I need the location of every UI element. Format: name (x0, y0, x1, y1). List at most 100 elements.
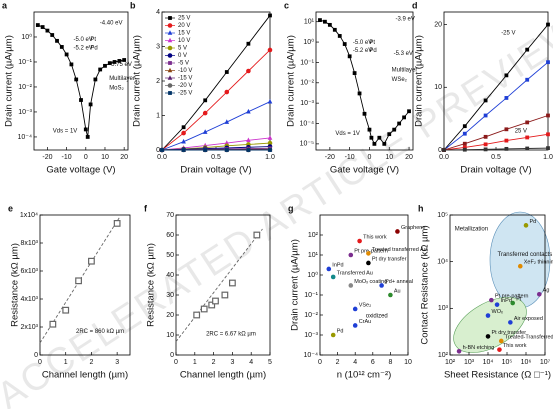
data-point (246, 108, 251, 114)
data-point (246, 68, 251, 74)
data-point (203, 98, 208, 103)
data-point (504, 146, 509, 151)
data-point (387, 132, 392, 137)
x-tick-label: 10² (445, 359, 456, 366)
point-label: Transferred Au (337, 270, 373, 276)
x-tick-label: 0.5 (491, 154, 501, 161)
annotation: Pt (90, 37, 96, 43)
point-label: Pd+ anneal (385, 279, 413, 285)
y-tick-label: 10⁵ (437, 212, 448, 219)
point-label: Pt pre-pattern (354, 248, 388, 254)
x-axis-label: Sheet Resistance (Ω □⁻¹) (444, 370, 551, 381)
point-label: This work (363, 234, 387, 240)
plot-frame (319, 214, 409, 356)
x-tick-label: 20 (405, 154, 413, 161)
panel: e 0 1 2 3 0 2x10³ 4x10³ 6x10³ 8x10³ 1x10⁴ Channel l… (8, 203, 131, 381)
data-point (246, 41, 251, 46)
data-point (85, 135, 90, 139)
data-point (122, 58, 127, 62)
x-tick-label: 20 (120, 154, 128, 161)
data-point (504, 138, 509, 143)
y-axis-label: Drain current (µA/µm) (286, 35, 297, 127)
data-point (462, 145, 467, 150)
point-label: XeF₂ thinning (524, 260, 553, 266)
annotation: -5.3 eV (394, 51, 413, 57)
data-point (212, 297, 219, 305)
x-tick-label: 6 (371, 359, 375, 366)
data-point (402, 115, 406, 120)
panel: c -20 -10 0 10 20 10⁻⁵ 10⁻⁴ 10⁻³ 10⁻² 10⁻¹ 10⁰ 10¹ Ga… (284, 0, 417, 175)
y-tick-label: 30 (166, 292, 174, 299)
plot-frame (315, 11, 414, 151)
data-point (79, 98, 83, 102)
y-axis-label: Drain current (µA/µm) (414, 35, 425, 127)
y-tick-label: 10⁻³ (304, 332, 318, 339)
y-tick-label: 10⁻² (300, 80, 314, 87)
data-point (327, 22, 332, 27)
y-tick-label: 10 (166, 332, 174, 339)
data-point (181, 148, 186, 152)
y-tick-label: 10¹ (308, 252, 319, 259)
annotation: -4.40 eV (100, 21, 123, 27)
annotation: Multilayer (392, 68, 418, 74)
data-point (546, 132, 550, 137)
data-point (536, 291, 542, 297)
x-tick-label: 10 (101, 154, 109, 161)
data-point (546, 113, 550, 118)
series-line (161, 49, 271, 151)
y-tick-label: 40 (166, 272, 174, 279)
panel-label: c (284, 0, 289, 10)
annotation: Transferred contacts (498, 252, 553, 258)
legend-label: 25 V (178, 16, 190, 22)
data-point (508, 320, 513, 325)
point-label: MoOₓ coating (354, 279, 387, 285)
y-tick-label: 0 (170, 352, 174, 359)
y-tick-label: 4 (156, 9, 160, 16)
data-point (504, 96, 509, 100)
y-tick-label: 1 (156, 112, 160, 119)
data-point (483, 98, 488, 103)
y-tick-label: 20 (434, 21, 442, 28)
data-point (462, 131, 467, 136)
data-point (40, 25, 45, 29)
data-point (352, 306, 358, 312)
data-point (462, 124, 467, 129)
panel-label: d (412, 0, 418, 10)
data-point (55, 38, 59, 43)
point-label: Pt dry transfer (372, 256, 407, 262)
x-tick-label: 5 (268, 359, 272, 366)
data-point (267, 98, 273, 104)
y-tick-label: 60 (166, 232, 174, 239)
legend-marker (167, 37, 173, 43)
y-tick-label: 10⁴ (437, 259, 448, 266)
legend-label: 20 V (178, 23, 190, 29)
y-tick-label: 50 (166, 252, 174, 259)
x-tick-label: 0.0 (439, 154, 449, 161)
data-point (181, 130, 186, 136)
x-axis-label: Channel length (µm) (180, 370, 266, 381)
y-tick-label: 3 (156, 43, 160, 50)
point-label: Pt pre-pattern (495, 294, 529, 300)
series-line (443, 133, 549, 151)
y-tick-label: 4x10³ (20, 296, 38, 303)
x-tick-label: 0.0 (157, 154, 167, 161)
point-label: h-BN etching (463, 345, 495, 351)
data-point (462, 147, 467, 152)
point-label: Pd (530, 219, 537, 225)
data-point (442, 148, 446, 152)
data-point (517, 263, 523, 269)
legend-label: -10 V (178, 68, 192, 74)
y-axis-label: Resistance (kΩ µm) (146, 243, 157, 327)
y-axis-label: Drain current (µA/µm) (290, 239, 301, 331)
data-point (107, 61, 112, 66)
annotation: -5.0 eV (353, 40, 372, 46)
data-point (546, 60, 550, 65)
x-axis-label: Channel length (µm) (42, 370, 128, 381)
data-point (504, 127, 509, 132)
y-tick-label: 10⁻¹ (300, 59, 314, 66)
annotation: 2RC = 860 kΩ µm (76, 329, 124, 335)
data-point (369, 135, 374, 140)
y-tick-label: 10⁻¹ (18, 59, 32, 66)
